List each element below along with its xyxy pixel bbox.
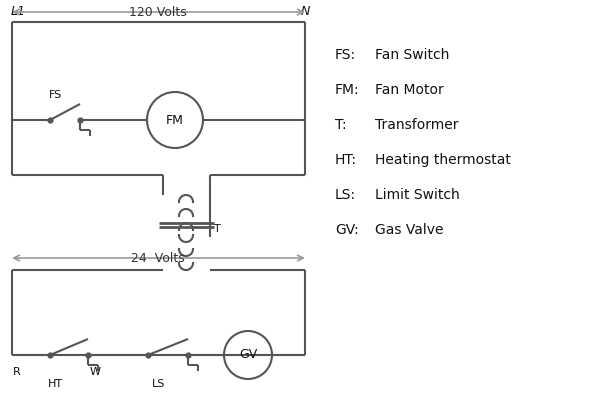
Text: R: R xyxy=(13,367,21,377)
Text: HT:: HT: xyxy=(335,153,357,167)
Text: T: T xyxy=(214,224,221,234)
Text: Fan Switch: Fan Switch xyxy=(375,48,450,62)
Text: FM: FM xyxy=(166,114,184,126)
Text: N: N xyxy=(300,5,310,18)
Text: Fan Motor: Fan Motor xyxy=(375,83,444,97)
Text: Limit Switch: Limit Switch xyxy=(375,188,460,202)
Text: LS:: LS: xyxy=(335,188,356,202)
Text: Gas Valve: Gas Valve xyxy=(375,223,444,237)
Text: FS: FS xyxy=(49,90,63,100)
Text: FM:: FM: xyxy=(335,83,360,97)
Text: LS: LS xyxy=(152,379,165,389)
Text: HT: HT xyxy=(48,379,63,389)
Text: GV:: GV: xyxy=(335,223,359,237)
Text: GV: GV xyxy=(239,348,257,362)
Text: 24  Volts: 24 Volts xyxy=(131,252,185,264)
Text: L1: L1 xyxy=(11,5,26,18)
Text: T:: T: xyxy=(335,118,347,132)
Text: W: W xyxy=(90,367,101,377)
Text: 120 Volts: 120 Volts xyxy=(129,6,187,18)
Text: Transformer: Transformer xyxy=(375,118,458,132)
Text: Heating thermostat: Heating thermostat xyxy=(375,153,511,167)
Text: FS:: FS: xyxy=(335,48,356,62)
